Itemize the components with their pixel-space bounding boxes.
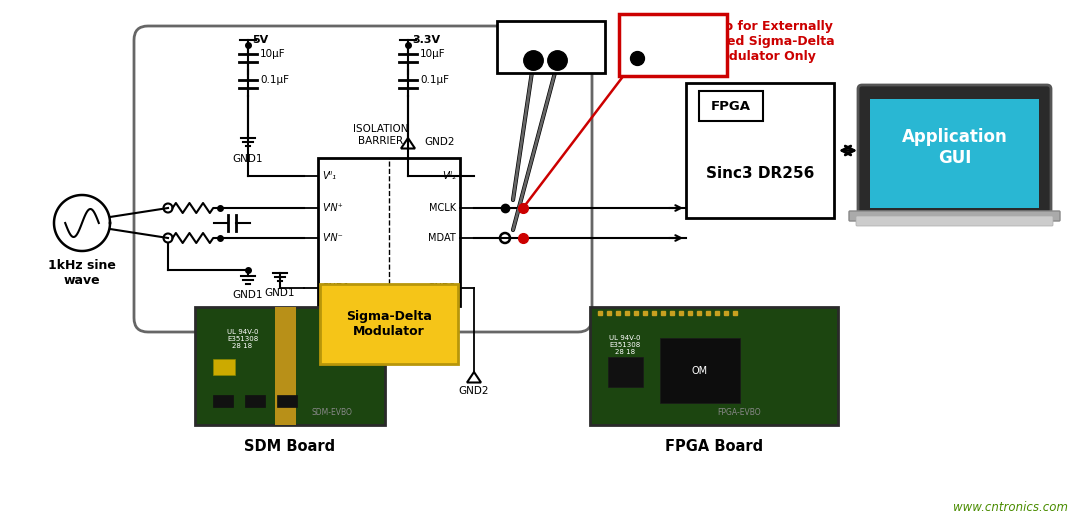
Text: GND2: GND2 — [428, 283, 456, 293]
Bar — [195, 307, 384, 425]
Text: GND2: GND2 — [424, 137, 455, 147]
Text: UL 94V-0
E351308
28 18: UL 94V-0 E351308 28 18 — [609, 335, 640, 355]
Text: Oscilloscope: Oscilloscope — [508, 31, 594, 43]
Text: FPGA Board: FPGA Board — [665, 439, 764, 454]
Bar — [213, 395, 233, 407]
Text: 20MHz Clock
Generator: 20MHz Clock Generator — [629, 31, 717, 59]
Text: VᴵN⁻: VᴵN⁻ — [322, 233, 342, 243]
Text: www.cntronics.com: www.cntronics.com — [953, 501, 1068, 514]
FancyBboxPatch shape — [858, 85, 1051, 220]
Text: 1kHz sine
wave: 1kHz sine wave — [49, 259, 116, 287]
Text: 0.1μF: 0.1μF — [420, 75, 449, 85]
Bar — [590, 307, 838, 425]
Bar — [245, 395, 265, 407]
Text: 5V: 5V — [252, 35, 268, 45]
Text: UL 94V-0
E351308
28 18: UL 94V-0 E351308 28 18 — [227, 329, 258, 349]
Bar — [619, 14, 727, 76]
Text: GND2: GND2 — [459, 386, 489, 396]
Text: 3.3V: 3.3V — [411, 35, 441, 45]
Text: GND1: GND1 — [322, 283, 351, 293]
Text: VᴵN⁺: VᴵN⁺ — [322, 203, 342, 213]
Bar — [276, 395, 297, 407]
Bar — [318, 158, 460, 306]
Text: Sinc3 DR256: Sinc3 DR256 — [706, 165, 814, 181]
FancyBboxPatch shape — [134, 26, 592, 332]
FancyBboxPatch shape — [699, 91, 762, 121]
FancyBboxPatch shape — [849, 211, 1059, 221]
Bar — [660, 338, 740, 403]
Text: Sigma-Delta
Modulator: Sigma-Delta Modulator — [346, 310, 432, 338]
Text: FPGA-EVBO: FPGA-EVBO — [717, 408, 760, 417]
Bar — [497, 21, 605, 73]
Text: 10μF: 10μF — [420, 49, 446, 59]
Text: GND1: GND1 — [233, 290, 264, 300]
Bar — [870, 99, 1039, 208]
Text: Vᴵᴵ₂: Vᴵᴵ₂ — [442, 171, 456, 181]
FancyBboxPatch shape — [856, 216, 1053, 226]
Bar — [320, 284, 458, 364]
Text: SDM Board: SDM Board — [244, 439, 336, 454]
Bar — [686, 83, 834, 218]
Bar — [608, 357, 643, 387]
Text: GND1: GND1 — [233, 154, 264, 164]
Text: Setup for Externally
Clocked Sigma-Delta
Modulator Only: Setup for Externally Clocked Sigma-Delta… — [690, 20, 835, 63]
Text: OM: OM — [692, 366, 708, 376]
Bar — [274, 307, 296, 425]
Text: GND1: GND1 — [265, 288, 295, 298]
Text: 10μF: 10μF — [260, 49, 285, 59]
Text: ISOLATION
BARRIER: ISOLATION BARRIER — [353, 125, 408, 146]
Bar — [213, 359, 235, 375]
Text: Application
GUI: Application GUI — [902, 128, 1008, 167]
Text: FPGA: FPGA — [711, 99, 751, 112]
Text: MCLK: MCLK — [429, 203, 456, 213]
Text: MDAT: MDAT — [429, 233, 456, 243]
Text: SDM-EVBO: SDM-EVBO — [311, 408, 352, 417]
Text: 0.1μF: 0.1μF — [260, 75, 289, 85]
Text: Vᴵᴵ₁: Vᴵᴵ₁ — [322, 171, 336, 181]
